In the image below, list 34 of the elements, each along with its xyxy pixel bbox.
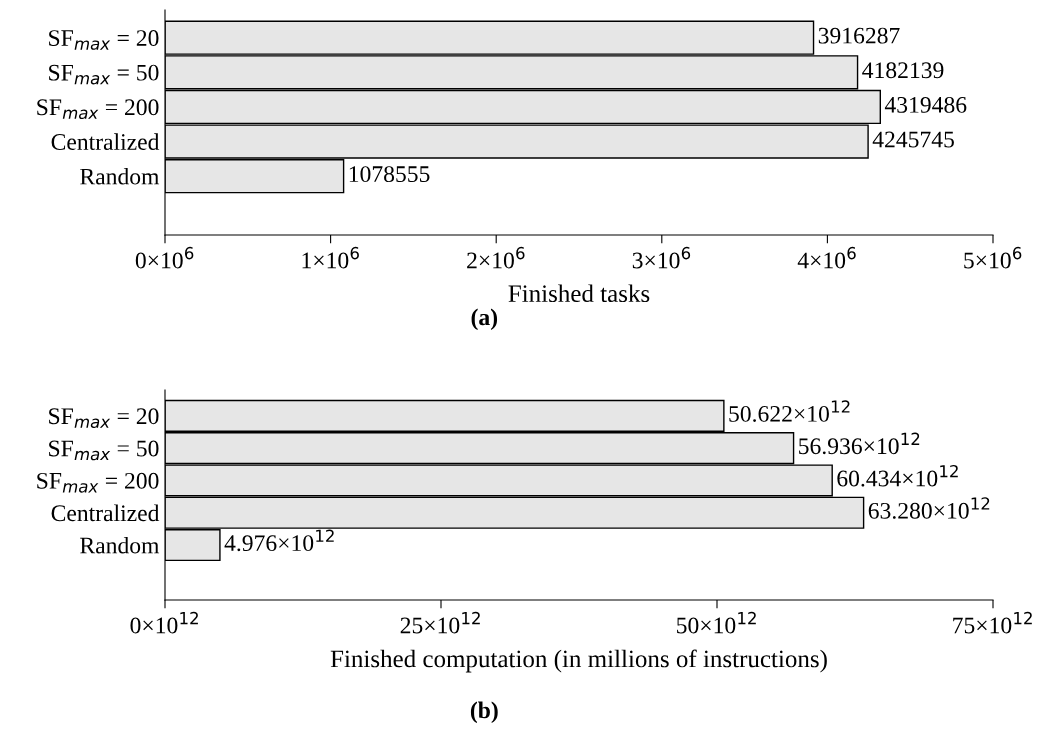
y-tick-label: Centralized bbox=[51, 504, 160, 522]
y-tick-label: SF$_{max}$ = 20 bbox=[49, 30, 159, 50]
y-tick-label: SF$_{max}$ = 50 bbox=[49, 440, 159, 461]
x-axis-title: Finished computation (in millions of instructions) bbox=[330, 649, 827, 673]
x-tick-label: 5×10$^{6}$ bbox=[964, 246, 1022, 269]
y-tick-label: Random bbox=[80, 536, 160, 554]
data-label: 4319486 bbox=[884, 96, 967, 113]
data-label: 50.622×10$^{12}$ bbox=[729, 400, 850, 422]
y-tick-label: Random bbox=[80, 167, 160, 185]
data-label: 4245745 bbox=[872, 131, 954, 148]
x-tick-label: 2×10$^{6}$ bbox=[467, 246, 525, 269]
x-tick-label: 25×10$^{12}$ bbox=[400, 611, 480, 634]
text: (b) bbox=[470, 701, 498, 724]
x-tick-label: 4×10$^{6}$ bbox=[797, 246, 856, 269]
x-tick-label: 3×10$^{6}$ bbox=[632, 246, 691, 269]
text: (a) bbox=[471, 308, 498, 331]
y-tick-label: SF$_{max}$ = 50 bbox=[49, 64, 159, 85]
x-tick-label: 50×10$^{12}$ bbox=[677, 611, 756, 634]
data-label: 3916287 bbox=[818, 27, 900, 44]
data-label: 60.434×10$^{12}$ bbox=[837, 464, 958, 487]
x-axis-title: Finished tasks bbox=[508, 284, 650, 303]
x-tick-label: 75×10$^{12}$ bbox=[953, 611, 1032, 634]
data-label: 4182139 bbox=[862, 62, 944, 79]
x-tick-label: 0×10$^{12}$ bbox=[130, 611, 198, 634]
data-label: 1078555 bbox=[349, 166, 430, 183]
data-label: 63.280×10$^{12}$ bbox=[868, 497, 990, 519]
y-tick-label: Centralized bbox=[51, 133, 160, 150]
y-tick-label: SF$_{max}$ = 200 bbox=[37, 472, 159, 493]
x-tick-label: 0×10$^{6}$ bbox=[135, 246, 194, 269]
data-label: 4.976×10$^{12}$ bbox=[224, 529, 334, 552]
y-tick-label: SF$_{max}$ = 20 bbox=[49, 408, 159, 429]
x-tick-label: 1×10$^{6}$ bbox=[302, 246, 359, 269]
data-label: 56.936×10$^{12}$ bbox=[799, 432, 920, 455]
y-tick-label: SF$_{max}$ = 200 bbox=[37, 99, 159, 120]
